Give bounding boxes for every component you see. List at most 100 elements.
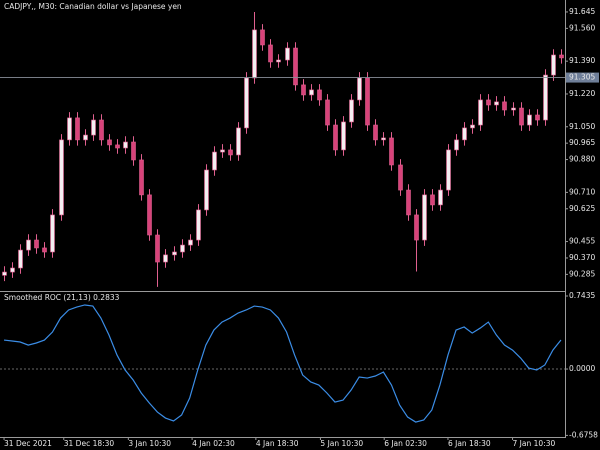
candle-body [228,149,233,156]
candle-body [422,194,427,241]
candle-body [454,139,459,151]
candle-body [373,124,378,141]
candle-body [527,114,532,126]
candle-body [406,189,411,216]
candle-body [260,29,265,46]
chart-title: CADJPY,, M30: Canadian dollar vs Japanes… [4,2,182,11]
candle-body [325,99,330,126]
candle-body [147,194,152,236]
candle-body [204,169,209,211]
x-tick-label: 7 Jan 10:30 [513,439,556,448]
candle-body [75,117,80,141]
x-tick-label: 4 Jan 18:30 [256,439,299,448]
y-tick-label: 91.220 [569,89,595,98]
candle-body [252,29,257,79]
y-tick-label: 90.880 [569,155,595,164]
candle-body [502,101,507,111]
candle-body [543,74,548,121]
y-tick-label: 0.0000 [569,364,595,373]
y-tick-label: 90.965 [569,138,595,147]
candle-body [446,149,451,191]
candle-body [42,247,47,253]
candle-body [349,99,354,123]
y-tick-label: 90.370 [569,253,595,262]
candle-body [26,239,31,251]
indicator-line [3,304,562,423]
x-tick-label: 4 Jan 02:30 [192,439,235,448]
candle-body [494,101,499,106]
candle-body [212,151,217,171]
candle-body [196,209,201,241]
y-tick-label: 90.285 [569,269,595,278]
current-price-box [566,72,599,83]
candle-body [10,267,15,273]
candle-body [357,77,362,101]
y-tick-label: -0.6758 [569,430,598,439]
candle-body [276,59,281,63]
candle-body [535,114,540,121]
candle-body [155,234,160,263]
candle-body [285,47,290,61]
y-tick-label: 90.455 [569,237,595,246]
candle-body [18,249,23,269]
candle-body [115,144,120,149]
y-tick-label: 0.7435 [569,291,595,300]
y-tick-label: 91.560 [569,23,595,32]
x-tick-label: 3 Jan 10:30 [128,439,171,448]
x-tick-label: 6 Jan 18:30 [448,439,491,448]
candle-body [180,244,185,253]
candle-body [430,194,435,206]
candle-body [83,134,88,141]
candle-body [236,127,241,156]
candle-body [91,119,96,136]
y-tick-label: 90.625 [569,204,595,213]
y-tick-label: 91.390 [569,56,595,65]
candle-body [389,137,394,166]
candle-body [559,54,564,59]
candle-body [519,107,524,126]
candle-body [139,159,144,196]
candle-body [67,117,72,141]
candle-body [478,99,483,126]
candle-body [34,239,39,249]
candle-body [398,164,403,191]
candle-body [438,189,443,206]
candle-body [486,99,491,106]
candle-body [99,119,104,141]
x-tick-label: 31 Dec 18:30 [64,439,115,448]
candle-body [462,127,467,141]
candle-body [301,84,306,96]
candle-body [220,149,225,153]
candle-body [163,254,168,263]
current-price-label: 91.305 [569,73,595,82]
x-tick-label: 31 Dec 2021 [4,439,52,448]
candle-body [50,214,55,253]
candle-body [188,239,193,246]
indicator-title: Smoothed ROC (21,13) 0.2833 [4,293,120,302]
y-tick-label: 91.645 [569,7,595,16]
y-tick-label: 90.710 [569,187,595,196]
candle-body [244,77,249,129]
x-tick-label: 5 Jan 10:30 [320,439,363,448]
candle-body [341,121,346,151]
candle-body [365,77,370,126]
candle-body [551,54,556,76]
candle-body [414,214,419,241]
candle-body [2,271,7,276]
candle-body [309,89,314,96]
candle-body [107,139,112,146]
candle-body [381,137,386,141]
candle-body [293,47,298,86]
candle-body [333,124,338,151]
candle-body [123,141,128,149]
candle-body [511,107,516,111]
candle-body [172,251,177,256]
y-tick-label: 91.050 [569,122,595,131]
candle-body [59,139,64,216]
candle-body [268,44,273,63]
candle-body [317,89,322,101]
candle-body [131,141,136,161]
